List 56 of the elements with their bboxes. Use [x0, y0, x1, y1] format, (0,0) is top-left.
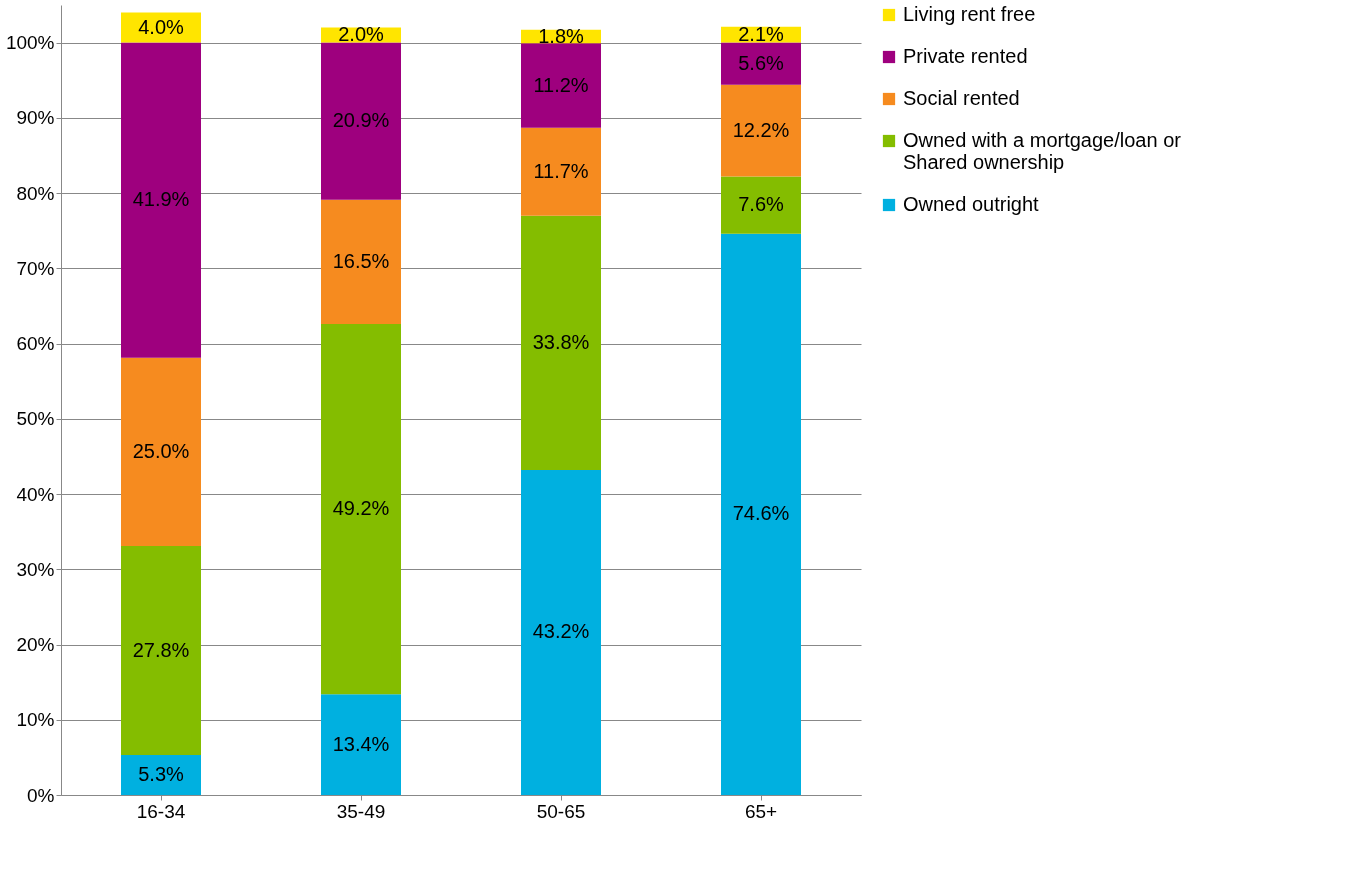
y-tick-label: 10%: [16, 709, 55, 731]
bar: [521, 215, 601, 470]
data-label: 11.7%: [533, 159, 589, 182]
x-tick-label: 65+: [744, 800, 778, 822]
y-tick-label: 90%: [16, 107, 55, 129]
bar: [321, 42, 401, 200]
bar: [321, 324, 401, 695]
data-label: 16.5%: [332, 249, 390, 272]
legend-label: Owned with a mortgage/loan or Shared ownership: [903, 129, 1182, 173]
bar: [721, 176, 801, 234]
bar: [121, 42, 201, 358]
data-label: 13.4%: [332, 732, 390, 755]
data-label: 7.6%: [738, 193, 785, 216]
bar: [721, 233, 801, 795]
legend-label: Private rented: [903, 45, 1028, 67]
data-label: 5.6%: [738, 51, 785, 74]
data-label: 33.8%: [532, 330, 590, 353]
bar: [321, 199, 401, 325]
data-label: 5.3%: [138, 763, 185, 786]
data-label: 4.0%: [138, 15, 185, 38]
legend-label: Social rented: [903, 87, 1020, 109]
x-tick-label: 16-34: [136, 800, 186, 822]
y-tick-label: 60%: [16, 333, 55, 355]
x-tick-label: 35-49: [336, 800, 386, 822]
y-tick-label: 80%: [16, 182, 55, 204]
bar: [521, 43, 601, 128]
data-label: 27.8%: [132, 638, 190, 661]
y-tick-label: 40%: [16, 483, 55, 505]
data-label: 12.2%: [732, 118, 790, 141]
data-label: 1.8%: [538, 24, 585, 47]
bar: [521, 469, 601, 795]
y-tick-label: 30%: [16, 558, 55, 580]
data-label: 43.2%: [532, 620, 590, 643]
bar: [521, 127, 601, 216]
bar: [121, 357, 201, 546]
data-label: 49.2%: [332, 497, 390, 520]
legend-label: Owned outright: [903, 193, 1040, 215]
y-tick-label: 20%: [16, 634, 55, 656]
bar: [721, 42, 801, 85]
data-label: 74.6%: [732, 502, 790, 525]
y-tick-label: 50%: [16, 408, 55, 430]
bar: [121, 545, 201, 756]
x-tick-label: 50-65: [536, 800, 586, 822]
data-label: 25.0%: [132, 439, 190, 462]
y-tick-label: 70%: [16, 257, 55, 279]
bar: [121, 755, 201, 795]
y-tick-label: 100%: [5, 32, 55, 54]
data-label: 41.9%: [132, 188, 190, 211]
bar: [721, 84, 801, 177]
bar: [321, 694, 401, 795]
legend-label: Living rent free: [903, 3, 1036, 25]
data-label: 2.1%: [738, 22, 785, 45]
data-label: 11.2%: [533, 73, 589, 96]
data-label: 2.0%: [338, 23, 385, 46]
data-label: 20.9%: [332, 109, 390, 132]
y-tick-label: 0%: [27, 784, 55, 806]
